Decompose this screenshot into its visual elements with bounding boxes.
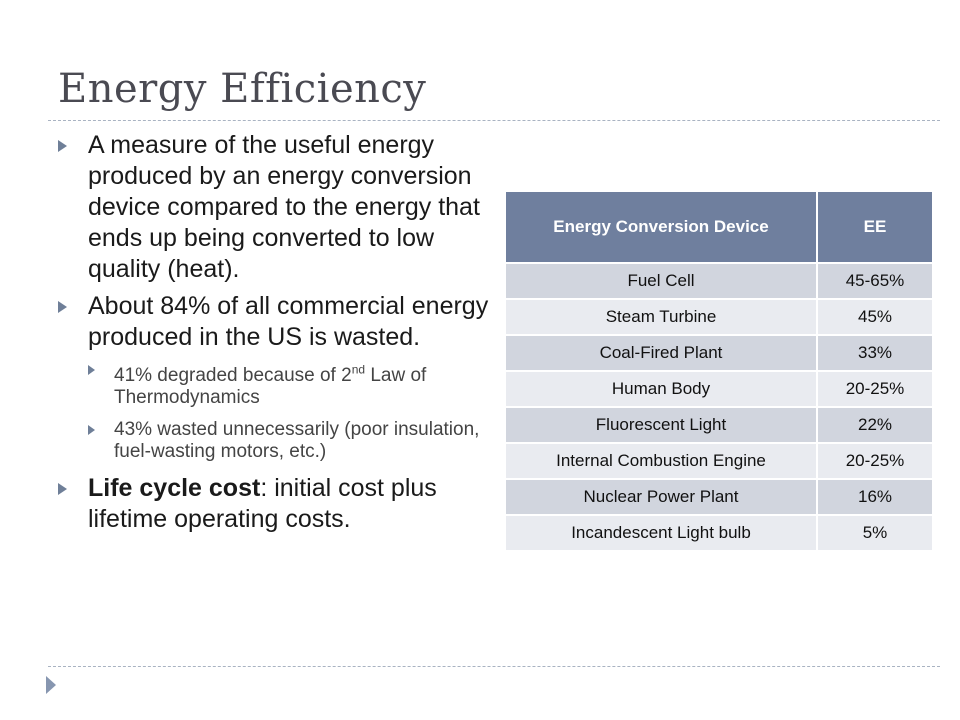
device-cell: Human Body	[504, 370, 818, 408]
table-row: Nuclear Power Plant 16%	[504, 478, 934, 516]
slide-marker-icon	[46, 676, 56, 694]
table-row: Incandescent Light bulb 5%	[504, 514, 934, 552]
sub-bullet-text: 41% degraded because of 2nd Law of Therm…	[114, 363, 427, 409]
bullet-item: Life cycle cost: initial cost plus lifet…	[58, 473, 498, 535]
device-cell: Fluorescent Light	[504, 406, 818, 444]
table-row: Fluorescent Light 22%	[504, 406, 934, 444]
table-header-row: Energy Conversion Device EE	[504, 190, 934, 264]
bullet-item: About 84% of all commercial energy produ…	[58, 291, 498, 353]
ee-cell: 20-25%	[816, 370, 934, 408]
triangle-bullet-icon	[58, 483, 67, 496]
ee-cell: 5%	[816, 514, 934, 552]
device-cell: Internal Combustion Engine	[504, 442, 818, 480]
footer-divider	[48, 666, 940, 667]
device-cell: Coal-Fired Plant	[504, 334, 818, 372]
sub-bullet-text: 43% wasted unnecessarily (poor insulatio…	[114, 419, 480, 463]
table-row: Human Body 20-25%	[504, 370, 934, 408]
table-row: Internal Combustion Engine 20-25%	[504, 442, 934, 480]
sub-bullet-item: 43% wasted unnecessarily (poor insulatio…	[58, 419, 498, 463]
bullet-item: A measure of the useful energy produced …	[58, 130, 498, 285]
column-header-device: Energy Conversion Device	[504, 190, 818, 264]
triangle-bullet-icon	[88, 425, 95, 436]
ee-cell: 45%	[816, 298, 934, 336]
bullet-list: A measure of the useful energy produced …	[58, 130, 498, 541]
table-row: Fuel Cell 45-65%	[504, 262, 934, 300]
ee-cell: 22%	[816, 406, 934, 444]
column-header-ee: EE	[816, 190, 934, 264]
bullet-text: Life cycle cost: initial cost plus lifet…	[88, 474, 437, 534]
bullet-text: A measure of the useful energy produced …	[88, 131, 480, 283]
bullet-text: About 84% of all commercial energy produ…	[88, 292, 489, 351]
ee-cell: 16%	[816, 478, 934, 516]
device-cell: Fuel Cell	[504, 262, 818, 300]
sub-bullet-item: 41% degraded because of 2nd Law of Therm…	[58, 359, 498, 409]
table-row: Steam Turbine 45%	[504, 298, 934, 336]
ee-cell: 45-65%	[816, 262, 934, 300]
slide-title: Energy Efficiency	[58, 66, 427, 112]
ee-cell: 20-25%	[816, 442, 934, 480]
ee-cell: 33%	[816, 334, 934, 372]
title-divider	[48, 120, 940, 121]
energy-efficiency-table: Energy Conversion Device EE Fuel Cell 45-…	[504, 190, 934, 552]
triangle-bullet-icon	[88, 365, 95, 375]
device-cell: Incandescent Light bulb	[504, 514, 818, 552]
device-cell: Nuclear Power Plant	[504, 478, 818, 516]
bold-term: Life cycle cost	[88, 474, 261, 503]
table-row: Coal-Fired Plant 33%	[504, 334, 934, 372]
triangle-bullet-icon	[58, 140, 67, 152]
triangle-bullet-icon	[58, 301, 67, 313]
device-cell: Steam Turbine	[504, 298, 818, 336]
superscript: nd	[351, 363, 366, 377]
